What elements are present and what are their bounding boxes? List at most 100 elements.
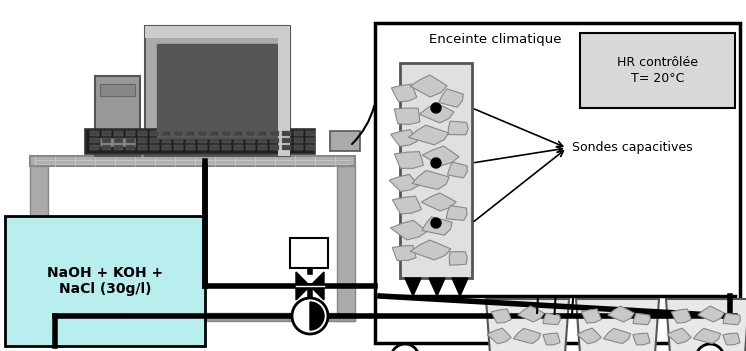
Bar: [90, 145, 99, 150]
Circle shape: [696, 344, 724, 351]
Bar: [30, 166, 48, 321]
Bar: [270, 145, 279, 150]
Polygon shape: [666, 299, 746, 351]
Bar: [198, 131, 207, 136]
Polygon shape: [608, 306, 634, 322]
Bar: [222, 138, 231, 143]
Bar: [282, 145, 291, 150]
Polygon shape: [543, 313, 560, 325]
Circle shape: [431, 103, 441, 113]
Bar: [282, 131, 291, 136]
Bar: [278, 26, 290, 156]
Polygon shape: [723, 333, 740, 345]
Polygon shape: [518, 306, 545, 322]
Polygon shape: [419, 103, 454, 123]
Bar: [186, 145, 195, 150]
Bar: [150, 138, 159, 143]
Polygon shape: [577, 328, 601, 344]
Polygon shape: [448, 121, 468, 135]
Bar: [5, 216, 205, 346]
Polygon shape: [310, 272, 324, 300]
Bar: [90, 131, 99, 136]
Polygon shape: [492, 309, 511, 323]
Polygon shape: [448, 162, 467, 178]
Polygon shape: [296, 272, 310, 300]
Bar: [210, 131, 219, 136]
Bar: [330, 131, 360, 151]
Polygon shape: [604, 329, 630, 344]
Bar: [126, 131, 135, 136]
Circle shape: [431, 218, 441, 228]
Bar: [138, 145, 147, 150]
Bar: [290, 238, 328, 268]
Bar: [150, 145, 159, 150]
Bar: [234, 145, 243, 150]
Bar: [375, 23, 740, 343]
Bar: [258, 145, 267, 150]
Polygon shape: [392, 84, 417, 102]
Bar: [102, 145, 111, 150]
Polygon shape: [410, 75, 447, 97]
Bar: [210, 145, 219, 150]
Bar: [222, 131, 231, 136]
Bar: [186, 131, 195, 136]
Bar: [222, 145, 231, 150]
Bar: [282, 138, 291, 143]
Bar: [157, 44, 278, 138]
Bar: [138, 138, 147, 143]
Bar: [90, 138, 99, 143]
Text: Sondes capacitives: Sondes capacitives: [572, 141, 692, 154]
Bar: [234, 138, 243, 143]
Polygon shape: [410, 240, 451, 260]
Bar: [234, 131, 243, 136]
Bar: [186, 138, 195, 143]
Bar: [337, 166, 355, 321]
Bar: [102, 131, 111, 136]
Polygon shape: [693, 329, 721, 344]
Bar: [294, 145, 303, 150]
Bar: [258, 138, 267, 143]
FancyArrowPatch shape: [352, 106, 374, 144]
Bar: [174, 145, 183, 150]
Bar: [150, 131, 159, 136]
Polygon shape: [395, 108, 420, 125]
Polygon shape: [389, 174, 419, 192]
Bar: [114, 138, 123, 143]
Polygon shape: [449, 252, 467, 265]
Polygon shape: [422, 217, 452, 235]
Bar: [306, 138, 315, 143]
Polygon shape: [486, 299, 569, 351]
Bar: [30, 313, 355, 321]
Polygon shape: [421, 193, 456, 211]
Polygon shape: [391, 220, 427, 240]
Bar: [126, 145, 135, 150]
Bar: [270, 131, 279, 136]
Polygon shape: [422, 146, 459, 166]
Bar: [145, 26, 290, 156]
Bar: [100, 84, 135, 96]
Bar: [100, 138, 135, 146]
Text: HR contrôlée
T= 20°C: HR contrôlée T= 20°C: [617, 57, 698, 85]
Polygon shape: [391, 130, 417, 146]
Polygon shape: [446, 206, 467, 220]
Bar: [258, 131, 267, 136]
Bar: [114, 131, 123, 136]
Polygon shape: [395, 152, 424, 168]
Bar: [246, 138, 255, 143]
Polygon shape: [698, 306, 724, 322]
Bar: [198, 138, 207, 143]
Wedge shape: [310, 302, 324, 330]
Text: NaOH + KOH +
NaCl (30g/l): NaOH + KOH + NaCl (30g/l): [47, 266, 163, 296]
Bar: [126, 138, 135, 143]
Polygon shape: [667, 328, 692, 344]
Circle shape: [391, 344, 419, 351]
Bar: [294, 138, 303, 143]
Bar: [270, 138, 279, 143]
Bar: [174, 138, 183, 143]
Polygon shape: [543, 333, 560, 345]
Bar: [400, 63, 472, 278]
Polygon shape: [487, 328, 511, 344]
Bar: [246, 131, 255, 136]
Polygon shape: [723, 313, 740, 325]
Polygon shape: [392, 245, 416, 260]
